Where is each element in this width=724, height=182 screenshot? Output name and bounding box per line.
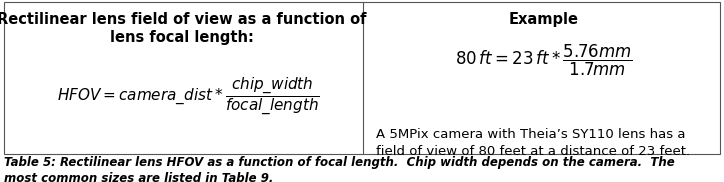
Text: $\mathit{80}\,\mathit{ft} = \mathit{23}\,\mathit{ft} * \dfrac{\mathit{5.76mm}}{\: $\mathit{80}\,\mathit{ft} = \mathit{23}\… (455, 42, 633, 78)
Text: Table 5: Rectilinear lens HFOV as a function of focal length.  Chip width depend: Table 5: Rectilinear lens HFOV as a func… (4, 156, 674, 182)
Text: Rectilinear lens field of view as a function of
lens focal length:: Rectilinear lens field of view as a func… (0, 12, 366, 46)
Text: $\mathit{HFOV} = \mathit{camera\_dist} * \dfrac{\mathit{chip\_width}}{\mathit{fo: $\mathit{HFOV} = \mathit{camera\_dist} *… (56, 76, 320, 117)
Text: Example: Example (509, 12, 578, 27)
Bar (4, 2, 720, 154)
Text: A 5MPix camera with Theia’s SY110 lens has a
field of view of 80 feet at a dista: A 5MPix camera with Theia’s SY110 lens h… (376, 128, 691, 158)
